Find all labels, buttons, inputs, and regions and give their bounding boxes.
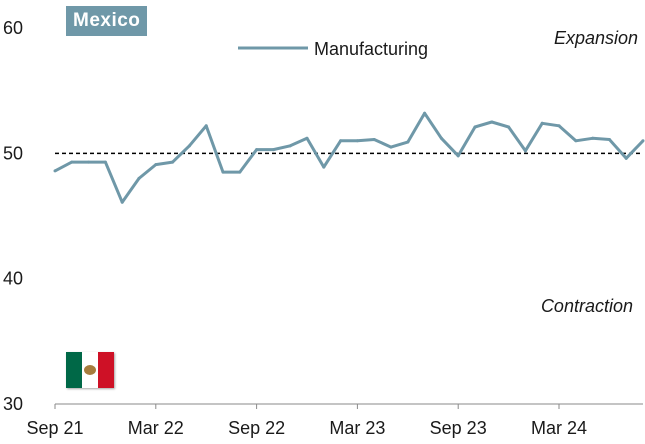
data-point	[339, 139, 343, 143]
x-tick-label: Sep 23	[430, 418, 487, 438]
x-tick-label: Mar 24	[531, 418, 587, 438]
data-point	[120, 200, 124, 204]
data-point	[591, 136, 595, 140]
y-tick-label: 60	[3, 18, 23, 38]
annotation-expansion: Expansion	[554, 28, 638, 48]
legend: Manufacturing	[238, 39, 428, 59]
data-point	[288, 144, 292, 148]
y-axis: 30 40 50 60	[3, 18, 23, 414]
flag-stripe-green	[66, 352, 82, 388]
data-point	[154, 163, 158, 167]
data-point	[238, 170, 242, 174]
data-point	[490, 120, 494, 124]
data-point	[406, 140, 410, 144]
y-tick-label: 40	[3, 269, 23, 289]
data-point	[137, 176, 141, 180]
x-tick-label: Sep 22	[228, 418, 285, 438]
data-point	[171, 160, 175, 164]
x-tick-label: Sep 21	[26, 418, 83, 438]
annotation-contraction: Contraction	[541, 296, 633, 316]
data-point	[70, 160, 74, 164]
x-tick-label: Mar 23	[329, 418, 385, 438]
data-point	[389, 145, 393, 149]
data-point	[473, 125, 477, 129]
data-point	[540, 121, 544, 125]
legend-label-manufacturing: Manufacturing	[314, 39, 428, 59]
y-tick-label: 30	[3, 394, 23, 414]
x-axis: Sep 21 Mar 22 Sep 22 Mar 23 Sep 23 Mar 24	[26, 403, 643, 438]
data-point	[204, 124, 208, 128]
flag-stripe-red	[97, 352, 114, 388]
data-point	[574, 139, 578, 143]
data-point	[456, 154, 460, 158]
data-point	[271, 148, 275, 152]
data-point	[322, 165, 326, 169]
data-point	[221, 170, 225, 174]
data-point	[305, 136, 309, 140]
data-point	[372, 138, 376, 142]
data-point	[355, 139, 359, 143]
data-point	[87, 160, 91, 164]
flag-emblem	[84, 365, 96, 375]
data-point	[187, 144, 191, 148]
data-point	[607, 138, 611, 142]
data-point	[507, 125, 511, 129]
data-point	[439, 136, 443, 140]
data-point	[641, 139, 645, 143]
data-point	[255, 148, 259, 152]
chart-title: Mexico	[66, 6, 148, 36]
data-point	[557, 124, 561, 128]
data-point	[103, 160, 107, 164]
data-point	[624, 156, 628, 160]
mexico-flag-icon	[66, 352, 114, 388]
y-tick-label: 50	[3, 143, 23, 163]
data-point	[423, 111, 427, 115]
data-point	[53, 169, 57, 173]
data-point	[523, 149, 527, 153]
series-line-manufacturing	[54, 111, 645, 204]
x-tick-label: Mar 22	[128, 418, 184, 438]
